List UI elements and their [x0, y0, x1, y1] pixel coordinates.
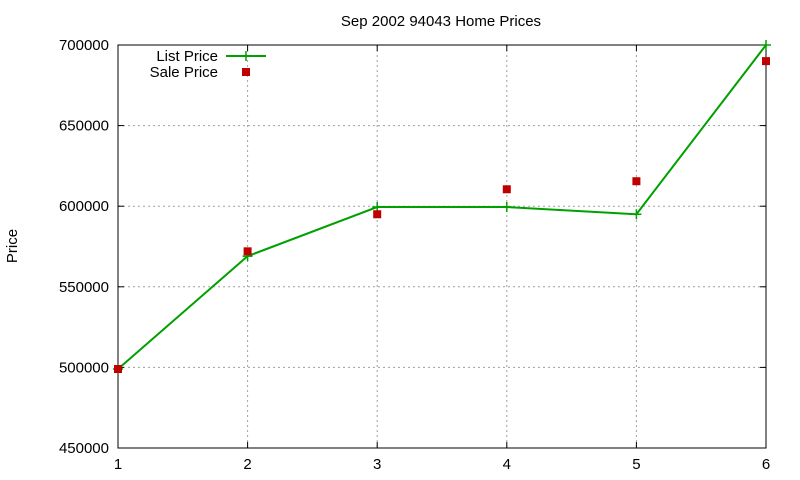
y-tick-label: 600000 [59, 198, 109, 215]
x-tick-label: 1 [114, 456, 122, 473]
x-tick-label: 4 [503, 456, 511, 473]
sale-price-point [114, 365, 122, 374]
plot-frame [117, 44, 767, 449]
y-tick-label: 500000 [59, 359, 109, 376]
y-tick-label: 450000 [59, 440, 109, 457]
list-price-line [117, 44, 767, 370]
list-price-point [501, 202, 512, 213]
legend-marker-sale-price [242, 68, 250, 76]
sale-price-point [373, 210, 382, 219]
chart-title: Sep 2002 94043 Home Prices [341, 13, 541, 30]
legend-label-sale-price: Sale Price [150, 64, 218, 81]
axis-ticks: 1 2 3 4 5 6 450000 500000 550000 600000 650000 7000… [59, 37, 770, 473]
y-axis-label: Price [4, 229, 21, 263]
x-tick-label: 5 [632, 456, 640, 473]
x-tick-label: 2 [243, 456, 251, 473]
list-price-point [761, 40, 771, 50]
y-tick-label: 550000 [59, 279, 109, 296]
series-layer [113, 40, 771, 375]
sale-price-point [632, 177, 641, 186]
list-price-point [631, 209, 642, 220]
sale-price-point [243, 247, 252, 256]
legend-marker-list-price [241, 51, 251, 61]
grid-lines [118, 45, 766, 448]
sale-price-point [762, 57, 770, 66]
y-tick-label: 650000 [59, 118, 109, 135]
sale-price-point [502, 185, 511, 194]
y-tick-label: 700000 [59, 37, 109, 54]
x-tick-label: 3 [373, 456, 381, 473]
x-tick-label: 6 [762, 456, 770, 473]
legend-label-list-price: List Price [156, 48, 218, 65]
